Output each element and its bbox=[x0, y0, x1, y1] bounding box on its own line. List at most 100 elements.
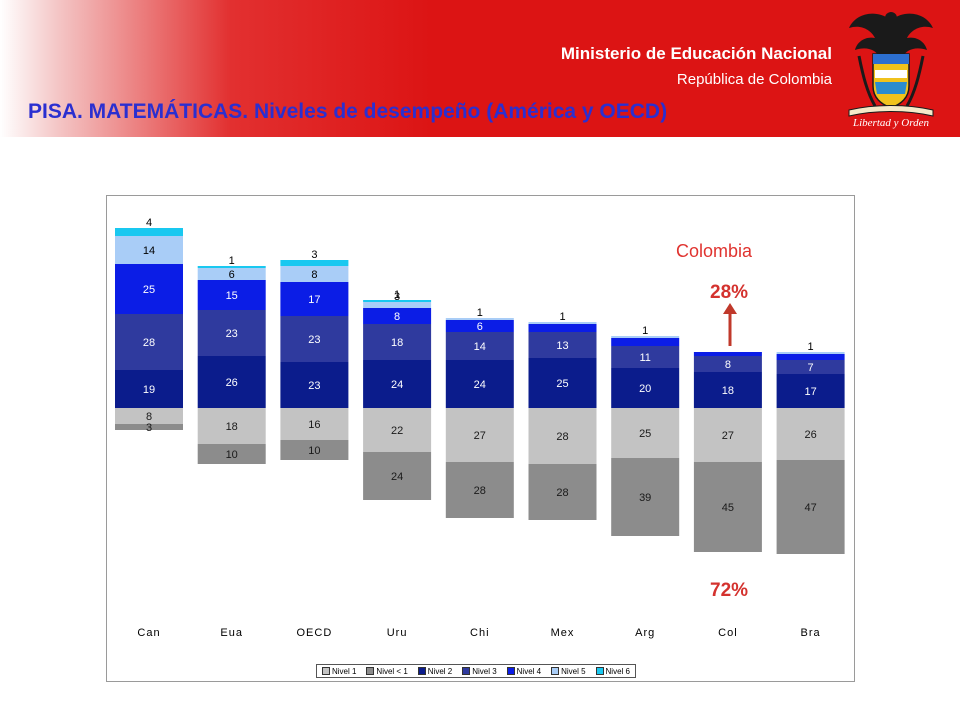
bar-can-nivel-6 bbox=[115, 228, 183, 236]
coat-of-arms-icon: Libertad y Orden bbox=[848, 12, 934, 129]
republic-name: República de Colombia bbox=[676, 71, 832, 88]
data-label: 11 bbox=[639, 352, 650, 364]
bar-eua-nivel-1 bbox=[197, 408, 266, 444]
legend-item: Nivel 1 bbox=[321, 667, 356, 676]
legend-item: Nivel 3 bbox=[462, 666, 497, 676]
data-label: 20 bbox=[639, 383, 651, 395]
bar-eua-nivel-4 bbox=[197, 280, 266, 310]
data-label: 45 bbox=[722, 502, 734, 514]
bar-eua-nivel-2 bbox=[197, 356, 266, 408]
category-label: Arg bbox=[635, 627, 655, 639]
legend-label: Nivel < 1 bbox=[376, 666, 408, 676]
legend-item: Nivel < 1 bbox=[366, 666, 408, 676]
data-label: 15 bbox=[226, 290, 238, 302]
data-label: 28 bbox=[556, 431, 568, 443]
bar-can-nivel-1 bbox=[115, 408, 183, 424]
bar-arg-nivel-1 bbox=[611, 458, 680, 536]
bar-arg-nivel-4 bbox=[611, 338, 680, 346]
data-label: 8 bbox=[725, 359, 731, 371]
category-label: Col bbox=[718, 627, 738, 639]
data-label: 24 bbox=[391, 471, 403, 483]
data-label: 27 bbox=[474, 430, 486, 442]
legend-item: Nivel 5 bbox=[551, 667, 586, 676]
bar-uru-nivel-4 bbox=[363, 308, 432, 324]
bar-chi-nivel-1 bbox=[445, 408, 514, 462]
data-label: 1 bbox=[477, 307, 483, 319]
data-label: 23 bbox=[308, 380, 320, 392]
data-label: 3 bbox=[146, 422, 152, 434]
colombia-lower-percentage: 72% bbox=[710, 580, 749, 601]
bar-arg-nivel-2 bbox=[611, 368, 680, 408]
legend-swatch bbox=[417, 667, 426, 675]
category-label: Chi bbox=[470, 627, 490, 639]
data-label: 6 bbox=[229, 269, 235, 281]
bar-can-nivel-3 bbox=[115, 314, 183, 370]
bar-col-nivel-2 bbox=[693, 372, 762, 408]
data-label: 19 bbox=[143, 384, 155, 396]
bar-eua-nivel-6 bbox=[197, 266, 266, 268]
bar-mex-nivel-2 bbox=[528, 358, 597, 408]
bar-mex-nivel-3 bbox=[528, 332, 597, 358]
bar-uru-nivel-2 bbox=[363, 360, 432, 408]
bar-eua-nivel-1 bbox=[197, 444, 266, 464]
data-label: 25 bbox=[639, 428, 651, 440]
bar-oecd-nivel-5 bbox=[280, 266, 349, 282]
bar-bra-nivel-5 bbox=[776, 352, 845, 354]
up-arrow-icon bbox=[723, 303, 737, 346]
colombia-label: Colombia bbox=[676, 241, 753, 261]
data-label: 8 bbox=[311, 269, 317, 281]
bar-mex-nivel-1 bbox=[528, 408, 597, 464]
category-label: Mex bbox=[551, 627, 575, 639]
data-label: 10 bbox=[226, 449, 238, 461]
bar-chi-nivel-1 bbox=[445, 462, 514, 518]
bar-uru-nivel-6 bbox=[363, 300, 432, 302]
data-label: 2 bbox=[725, 341, 731, 353]
legend-swatch bbox=[462, 667, 471, 675]
bar-uru-nivel-1 bbox=[363, 408, 432, 452]
data-label: 4 bbox=[642, 327, 648, 339]
chart-frame: 8 3 19 28 25 14 4 Can 18 10 26 23 15 6 1 Eua 16 10 23 23 17 8… bbox=[106, 195, 855, 682]
data-label: 27 bbox=[722, 430, 734, 442]
data-label: 25 bbox=[143, 284, 155, 296]
data-label: 28 bbox=[474, 485, 486, 497]
data-label: 8 bbox=[146, 411, 152, 423]
data-label: 17 bbox=[308, 294, 320, 306]
bar-bra-nivel-3 bbox=[776, 360, 845, 374]
data-label: 3 bbox=[808, 343, 814, 355]
data-label: 14 bbox=[474, 341, 486, 353]
bar-arg-nivel-5 bbox=[611, 336, 680, 338]
bar-uru-nivel-1 bbox=[363, 452, 432, 500]
bar-can-nivel-2 bbox=[115, 370, 183, 408]
legend-label: Nivel 2 bbox=[427, 666, 453, 676]
category-label: Uru bbox=[387, 627, 408, 639]
bar-bra-nivel-2 bbox=[776, 374, 845, 408]
bar-oecd-nivel-2 bbox=[280, 362, 349, 408]
crest-motto: Libertad y Orden bbox=[852, 117, 929, 129]
legend-label: Nivel 3 bbox=[472, 666, 497, 676]
legend-swatch bbox=[366, 667, 375, 675]
colombia-upper-percentage: 28% bbox=[710, 282, 749, 303]
bar-oecd-nivel-1 bbox=[280, 440, 349, 460]
bar-col-nivel-1 bbox=[693, 462, 762, 552]
legend-swatch bbox=[595, 667, 604, 675]
bar-oecd-nivel-6 bbox=[280, 260, 349, 266]
data-label: 3 bbox=[311, 249, 317, 261]
data-label: 39 bbox=[639, 492, 651, 504]
bar-bra-nivel-4 bbox=[776, 354, 845, 360]
data-label: 16 bbox=[308, 419, 320, 431]
category-label: Can bbox=[137, 627, 160, 639]
category-label: OECD bbox=[297, 627, 333, 639]
data-label: 24 bbox=[474, 379, 486, 391]
data-label: 6 bbox=[477, 321, 483, 333]
data-label: 24 bbox=[391, 379, 403, 391]
data-label: 7 bbox=[808, 362, 814, 374]
data-label: 28 bbox=[143, 337, 155, 349]
data-label: 1 bbox=[229, 255, 235, 267]
bar-oecd-nivel-4 bbox=[280, 282, 349, 316]
bar-mex-nivel-4 bbox=[528, 324, 597, 332]
data-label: 17 bbox=[804, 386, 816, 398]
bar-can-nivel-1 bbox=[115, 424, 183, 430]
bar-oecd-nivel-3 bbox=[280, 316, 349, 362]
bar-uru-nivel-3 bbox=[363, 324, 432, 360]
legend-item: Nivel 6 bbox=[595, 667, 630, 676]
